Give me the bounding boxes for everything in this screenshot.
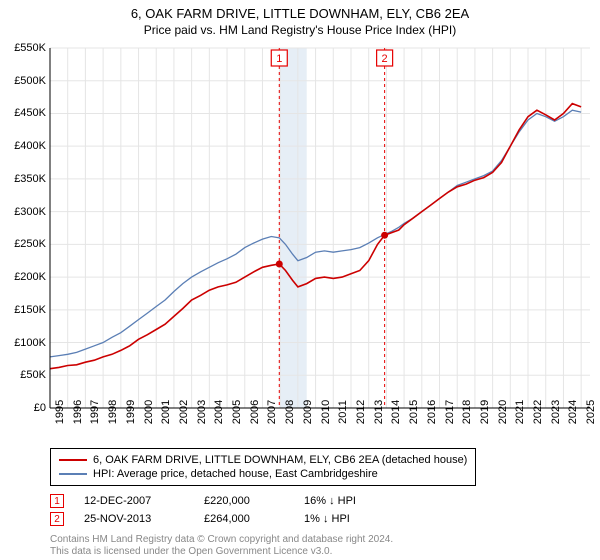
- x-axis-label: 1997: [89, 400, 101, 424]
- sale-price: £220,000: [204, 495, 284, 507]
- sales-table: 1 12-DEC-2007 £220,000 16% ↓ HPI 2 25-NOV-201…: [50, 492, 384, 528]
- y-axis-label: £150K: [0, 304, 46, 316]
- y-axis-label: £250K: [0, 238, 46, 250]
- x-axis-label: 2020: [497, 400, 509, 424]
- x-axis-label: 1996: [72, 400, 84, 424]
- sale-marker: 1: [50, 494, 64, 508]
- x-axis-label: 2014: [390, 400, 402, 424]
- y-axis-label: £300K: [0, 206, 46, 218]
- x-axis-label: 2005: [231, 400, 243, 424]
- x-axis-label: 2025: [585, 400, 597, 424]
- footer-line: This data is licensed under the Open Gov…: [50, 546, 393, 558]
- sale-price: £264,000: [204, 513, 284, 525]
- x-axis-label: 2011: [337, 400, 349, 424]
- legend: 6, OAK FARM DRIVE, LITTLE DOWNHAM, ELY, …: [50, 448, 476, 486]
- x-axis-label: 2022: [532, 400, 544, 424]
- y-axis-label: £100K: [0, 337, 46, 349]
- x-axis-label: 2001: [160, 400, 172, 424]
- legend-label: 6, OAK FARM DRIVE, LITTLE DOWNHAM, ELY, …: [93, 454, 467, 466]
- x-axis-label: 2018: [461, 400, 473, 424]
- x-axis-label: 2024: [567, 400, 579, 424]
- footer-attribution: Contains HM Land Registry data © Crown c…: [50, 534, 393, 558]
- legend-swatch: [59, 459, 87, 461]
- sale-date: 12-DEC-2007: [84, 495, 184, 507]
- sale-marker: 2: [50, 512, 64, 526]
- sale-diff: 16% ↓ HPI: [304, 495, 384, 507]
- x-axis-label: 2003: [196, 400, 208, 424]
- x-axis-label: 2007: [266, 400, 278, 424]
- x-axis-label: 1998: [107, 400, 119, 424]
- x-axis-label: 2009: [302, 400, 314, 424]
- sale-date: 25-NOV-2013: [84, 513, 184, 525]
- x-axis-label: 2012: [355, 400, 367, 424]
- sale-diff: 1% ↓ HPI: [304, 513, 384, 525]
- x-axis-label: 1995: [54, 400, 66, 424]
- legend-swatch: [59, 473, 87, 475]
- x-axis-label: 2006: [249, 400, 261, 424]
- footer-line: Contains HM Land Registry data © Crown c…: [50, 534, 393, 546]
- x-axis-label: 2004: [213, 400, 225, 424]
- chart-title: 6, OAK FARM DRIVE, LITTLE DOWNHAM, ELY, …: [0, 0, 600, 21]
- svg-text:2: 2: [382, 53, 388, 65]
- legend-item: 6, OAK FARM DRIVE, LITTLE DOWNHAM, ELY, …: [59, 453, 467, 467]
- x-axis-label: 2019: [479, 400, 491, 424]
- y-axis-label: £450K: [0, 107, 46, 119]
- x-axis-label: 2016: [426, 400, 438, 424]
- price-chart: 12: [50, 48, 590, 408]
- sale-row: 2 25-NOV-2013 £264,000 1% ↓ HPI: [50, 510, 384, 528]
- y-axis-label: £550K: [0, 42, 46, 54]
- x-axis-label: 2010: [320, 400, 332, 424]
- x-axis-label: 2000: [143, 400, 155, 424]
- y-axis-label: £50K: [0, 369, 46, 381]
- chart-subtitle: Price paid vs. HM Land Registry's House …: [0, 21, 600, 37]
- y-axis-label: £200K: [0, 271, 46, 283]
- x-axis-label: 2021: [514, 400, 526, 424]
- y-axis-label: £400K: [0, 140, 46, 152]
- sale-row: 1 12-DEC-2007 £220,000 16% ↓ HPI: [50, 492, 384, 510]
- x-axis-label: 2015: [408, 400, 420, 424]
- x-axis-label: 1999: [125, 400, 137, 424]
- legend-item: HPI: Average price, detached house, East…: [59, 467, 467, 481]
- y-axis-label: £350K: [0, 173, 46, 185]
- y-axis-label: £500K: [0, 75, 46, 87]
- svg-text:1: 1: [276, 53, 282, 65]
- x-axis-label: 2017: [444, 400, 456, 424]
- x-axis-label: 2013: [373, 400, 385, 424]
- legend-label: HPI: Average price, detached house, East…: [93, 468, 378, 480]
- x-axis-label: 2023: [550, 400, 562, 424]
- x-axis-label: 2008: [284, 400, 296, 424]
- y-axis-label: £0: [0, 402, 46, 414]
- x-axis-label: 2002: [178, 400, 190, 424]
